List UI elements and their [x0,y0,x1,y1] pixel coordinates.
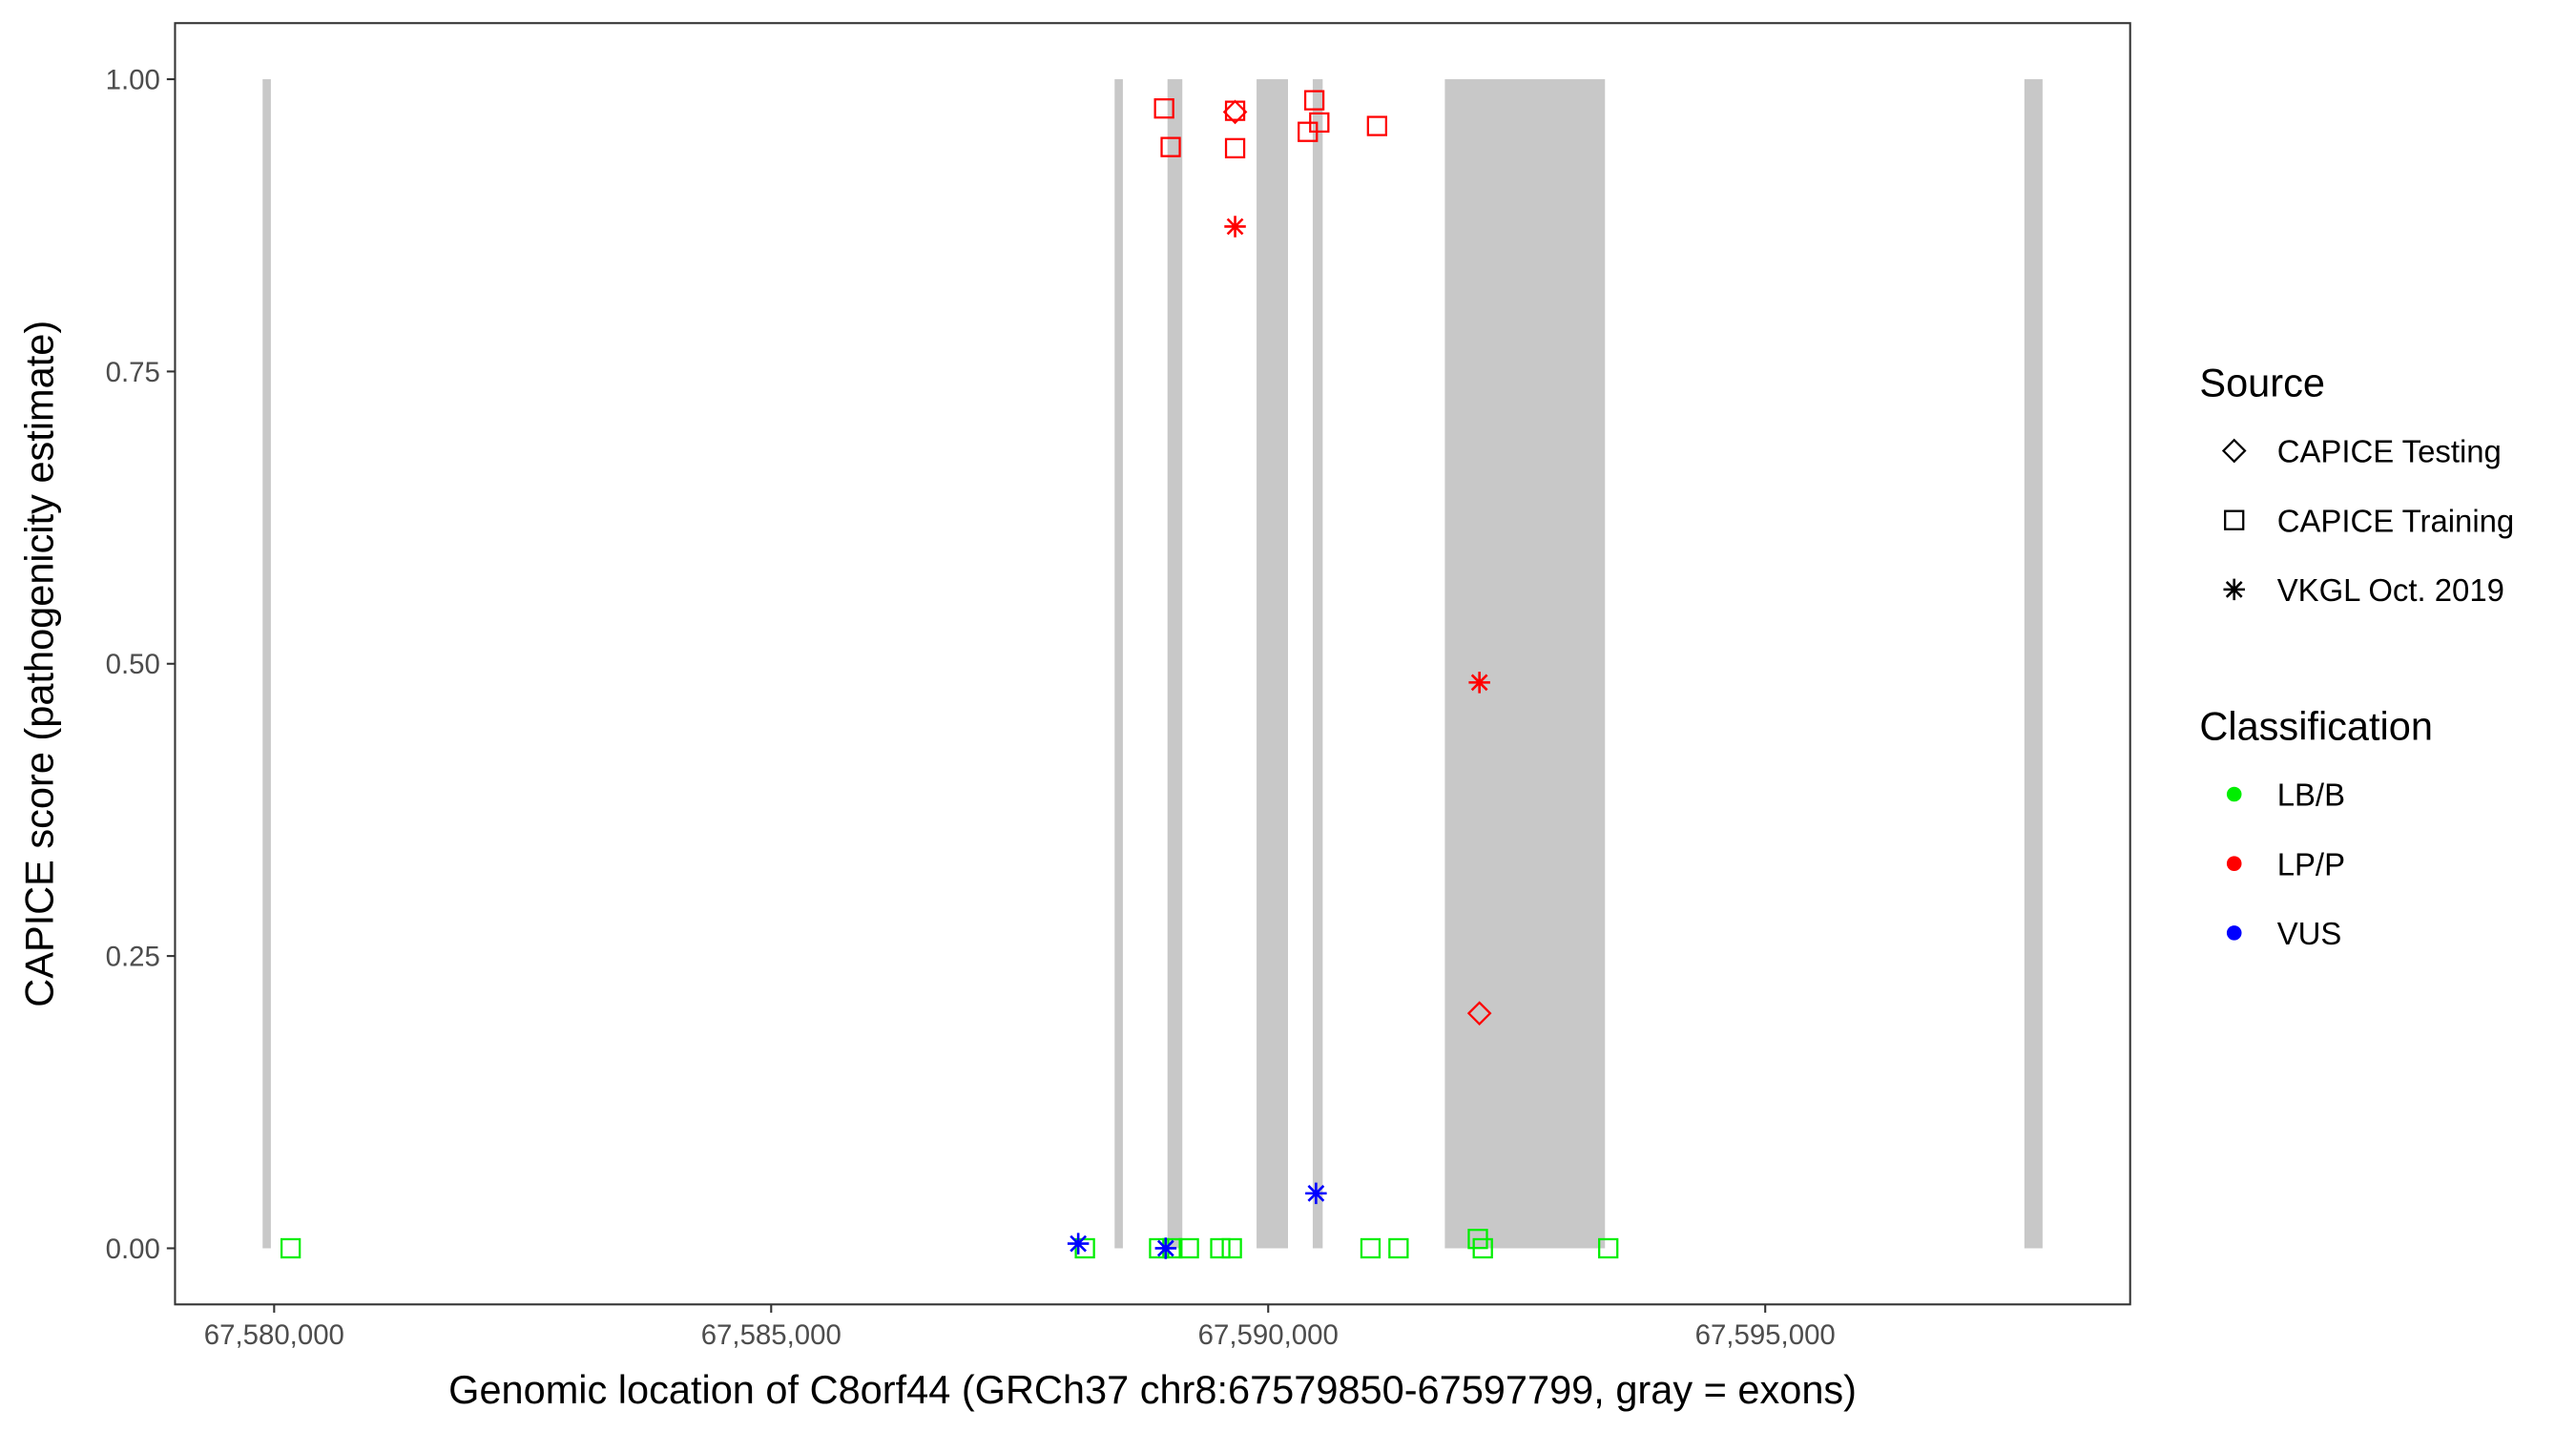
legend-title: Source [2199,360,2325,404]
point [1178,1237,1199,1259]
point [1153,98,1174,119]
exon [1312,79,1323,1249]
point [1305,1182,1327,1205]
legend-label: VUS [2277,916,2342,951]
x-tick-label: 67,590,000 [1198,1319,1339,1351]
point [1298,121,1319,142]
x-tick-label: 67,595,000 [1695,1319,1836,1351]
point [1074,1237,1095,1259]
legend-label: VKGL Oct. 2019 [2277,572,2504,608]
exon [262,79,271,1249]
point [1366,115,1387,136]
legend-title: Classification [2199,703,2433,748]
legend-label: LB/B [2277,778,2345,813]
y-tick-label: 1.00 [106,64,160,95]
point [1360,1237,1381,1259]
exons [262,79,2043,1249]
y-tick-label: 0.50 [106,649,160,680]
point [1154,1237,1177,1259]
y-tick-label: 0.75 [106,357,160,388]
legend-label: CAPICE Testing [2277,434,2502,469]
point [1224,216,1246,238]
point [1160,136,1181,157]
plot-background [175,23,2130,1305]
exon [1444,79,1606,1249]
point [1067,1233,1090,1255]
legend-key [2221,438,2247,464]
legend-key [2224,509,2245,530]
legend-key [2226,786,2242,802]
exon [1114,79,1123,1249]
exon [2024,79,2043,1249]
point [280,1237,301,1259]
exon [1257,79,1288,1249]
axes: 0.00 0.25 0.50 0.75 1.00 67,580,000 67,585,000… [106,64,1836,1350]
point [1224,137,1246,158]
point [1210,1237,1231,1259]
y-axis-title: CAPICE score (pathogenicity estimate) [16,321,61,1007]
point [1303,90,1325,111]
legend: Source CAPICE Testing CAPICE Training VKGL … [2199,360,2514,951]
legend-key [2223,578,2245,601]
x-axis-title: Genomic location of C8orf44 (GRCh37 chr8… [448,1367,1857,1412]
exon [1167,79,1183,1249]
point [1472,1237,1493,1259]
legend-label: LP/P [2277,846,2345,881]
point [1466,1001,1492,1027]
point [1468,672,1490,694]
legend-key [2226,856,2242,871]
y-tick-label: 0.25 [106,942,160,973]
point [1388,1237,1409,1259]
legend-label: CAPICE Training [2277,503,2515,538]
points [280,90,1619,1259]
x-tick-label: 67,580,000 [204,1319,344,1351]
point [1222,99,1248,125]
point [1598,1237,1619,1259]
plot-border [174,22,2131,1306]
legend-key [2226,925,2242,941]
point [1221,1237,1242,1259]
x-tick-label: 67,585,000 [701,1319,841,1351]
y-tick-label: 0.00 [106,1234,160,1265]
